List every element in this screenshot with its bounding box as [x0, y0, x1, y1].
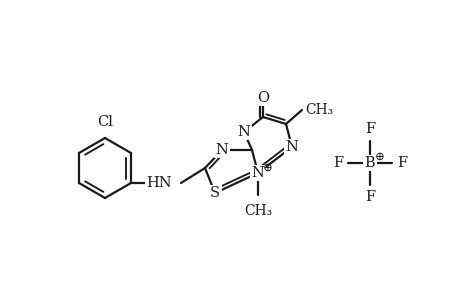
Text: N: N: [237, 125, 250, 139]
Text: N: N: [285, 140, 298, 154]
Text: N: N: [215, 143, 228, 157]
Text: ⊕: ⊕: [374, 149, 384, 163]
Text: F: F: [396, 156, 406, 170]
Text: Cl: Cl: [97, 115, 113, 129]
Text: F: F: [364, 122, 374, 136]
Text: CH₃: CH₃: [243, 204, 271, 218]
Text: B: B: [364, 156, 375, 170]
Text: S: S: [209, 186, 219, 200]
Text: O: O: [257, 91, 269, 105]
Text: ⊕: ⊕: [263, 160, 272, 173]
Text: F: F: [364, 190, 374, 204]
Text: HN: HN: [146, 176, 172, 190]
Text: CH₃: CH₃: [304, 103, 332, 117]
Text: F: F: [332, 156, 342, 170]
Text: N: N: [251, 166, 264, 180]
